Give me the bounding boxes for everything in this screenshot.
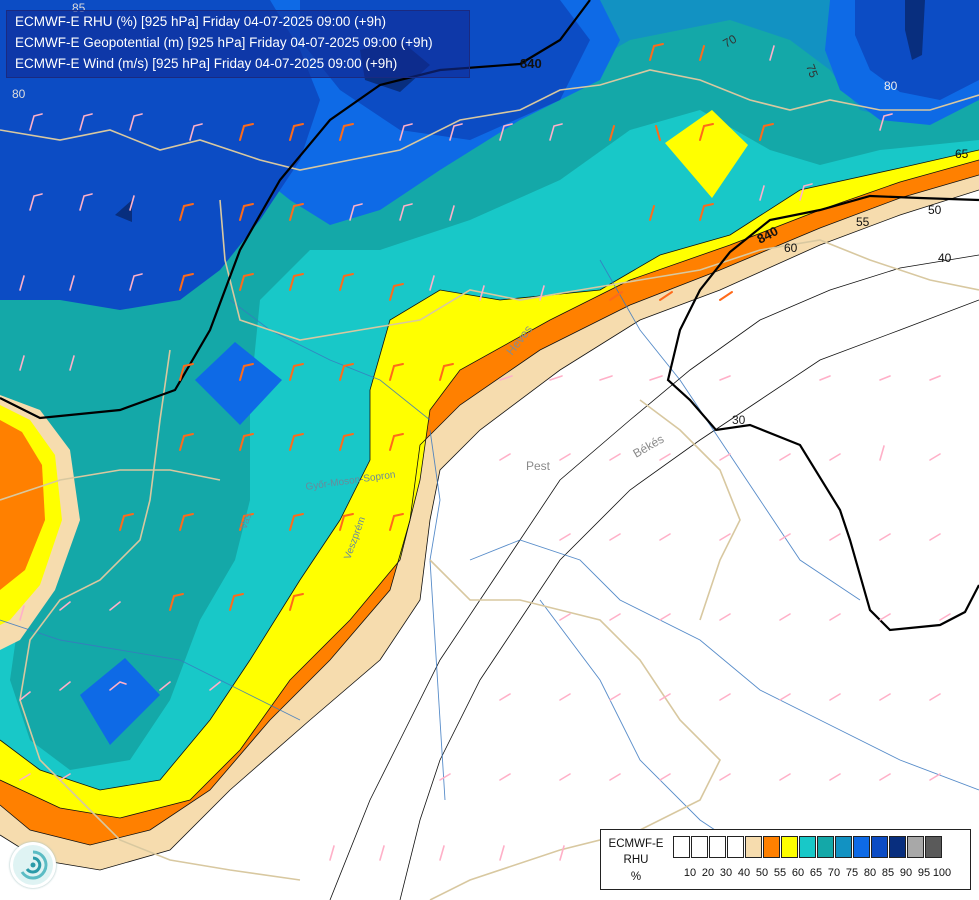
rh-label-80-left: 80: [12, 87, 26, 101]
rh-label-40: 40: [938, 251, 952, 265]
legend-swatch: [691, 836, 708, 858]
wind-barbs-strong: [119, 43, 774, 611]
title-wind: ECMWF-E Wind (m/s) [925 hPa] Friday 04-0…: [15, 56, 398, 71]
legend-title-variable: RHU: [623, 854, 649, 866]
legend-swatch: [745, 836, 762, 858]
rhu-patch-80-mid: [195, 342, 282, 425]
legend-swatch: [925, 836, 942, 858]
legend-swatch: [727, 836, 744, 858]
legend-tick-label: 40: [737, 867, 751, 879]
rh-label-75-right: 75: [803, 62, 821, 80]
legend-tick-label: 70: [827, 867, 841, 879]
legend-tick-label: 95: [917, 867, 931, 879]
rhu-band-90-ne: [905, 0, 925, 60]
legend-swatch: [835, 836, 852, 858]
rh-label-55: 55: [856, 215, 870, 229]
legend-swatch: [889, 836, 906, 858]
legend-tick-label: 75: [845, 867, 859, 879]
legend-tick-label: 85: [881, 867, 895, 879]
legend-swatch: [907, 836, 924, 858]
ecmwf-logo: [10, 842, 56, 888]
legend-tick-label: 10: [683, 867, 697, 879]
isoline-labels: 840 840 30 85 80 75 80 70 65 60 55 50 40: [12, 1, 969, 427]
geo-label-830: 30: [732, 413, 746, 427]
geo-label-840-a: 840: [520, 56, 542, 71]
rhu-isolines: [0, 149, 979, 900]
region-bekes: Békés: [631, 432, 667, 461]
borders: [0, 69, 979, 900]
title-rhu: ECMWF-E RHU (%) [925 hPa] Friday 04-07-2…: [15, 14, 387, 29]
rh-label-60: 60: [784, 241, 798, 255]
legend-tick-label: 90: [899, 867, 913, 879]
legend-unit: %: [630, 871, 642, 883]
legend-tick-label: 30: [719, 867, 733, 879]
rhu-patch-60-n: [665, 110, 748, 198]
legend-tick-label: 20: [701, 867, 715, 879]
legend-tick-label: 55: [773, 867, 787, 879]
region-pest: Pest: [526, 459, 551, 473]
region-vas: Vas: [238, 512, 254, 531]
rhu-field: [0, 0, 979, 870]
rhu-patch-60-ne: [800, 190, 818, 212]
rh-label-80-right: 80: [884, 79, 898, 93]
rh-label-50: 50: [928, 203, 942, 217]
legend-swatch: [871, 836, 888, 858]
legend-tick-label: 100: [932, 867, 952, 879]
map-title-box: ECMWF-E RHU (%) [925 hPa] Friday 04-07-2…: [6, 10, 470, 78]
rhu-patch-80-sw: [80, 658, 160, 745]
swirl-logo-icon: [13, 845, 53, 885]
legend-swatch: [817, 836, 834, 858]
legend-tick-label: 80: [863, 867, 877, 879]
geopotential-isolines: [0, 0, 979, 632]
title-geopotential: ECMWF-E Geopotential (m) [925 hPa] Frida…: [15, 35, 433, 50]
wind-barbs-light: [19, 45, 951, 861]
rhu-west-60: [0, 420, 45, 590]
legend-swatch: [799, 836, 816, 858]
legend-swatch: [673, 836, 690, 858]
rh-label-70-top: 70: [721, 32, 740, 51]
legend-tick-label: 60: [791, 867, 805, 879]
rh-label-65: 65: [955, 147, 969, 161]
legend-title-model: ECMWF-E: [608, 838, 664, 850]
legend-tick-label: 50: [755, 867, 769, 879]
rhu-band-90-w: [115, 200, 132, 222]
legend-swatch: [781, 836, 798, 858]
color-legend: ECMWF-E RHU % 10 20 30 40 50 55 60 65 70 75 80 85 90…: [600, 829, 971, 890]
legend-swatch: [763, 836, 780, 858]
legend-swatch: [709, 836, 726, 858]
legend-swatch: [853, 836, 870, 858]
legend-tick-label: 65: [809, 867, 823, 879]
